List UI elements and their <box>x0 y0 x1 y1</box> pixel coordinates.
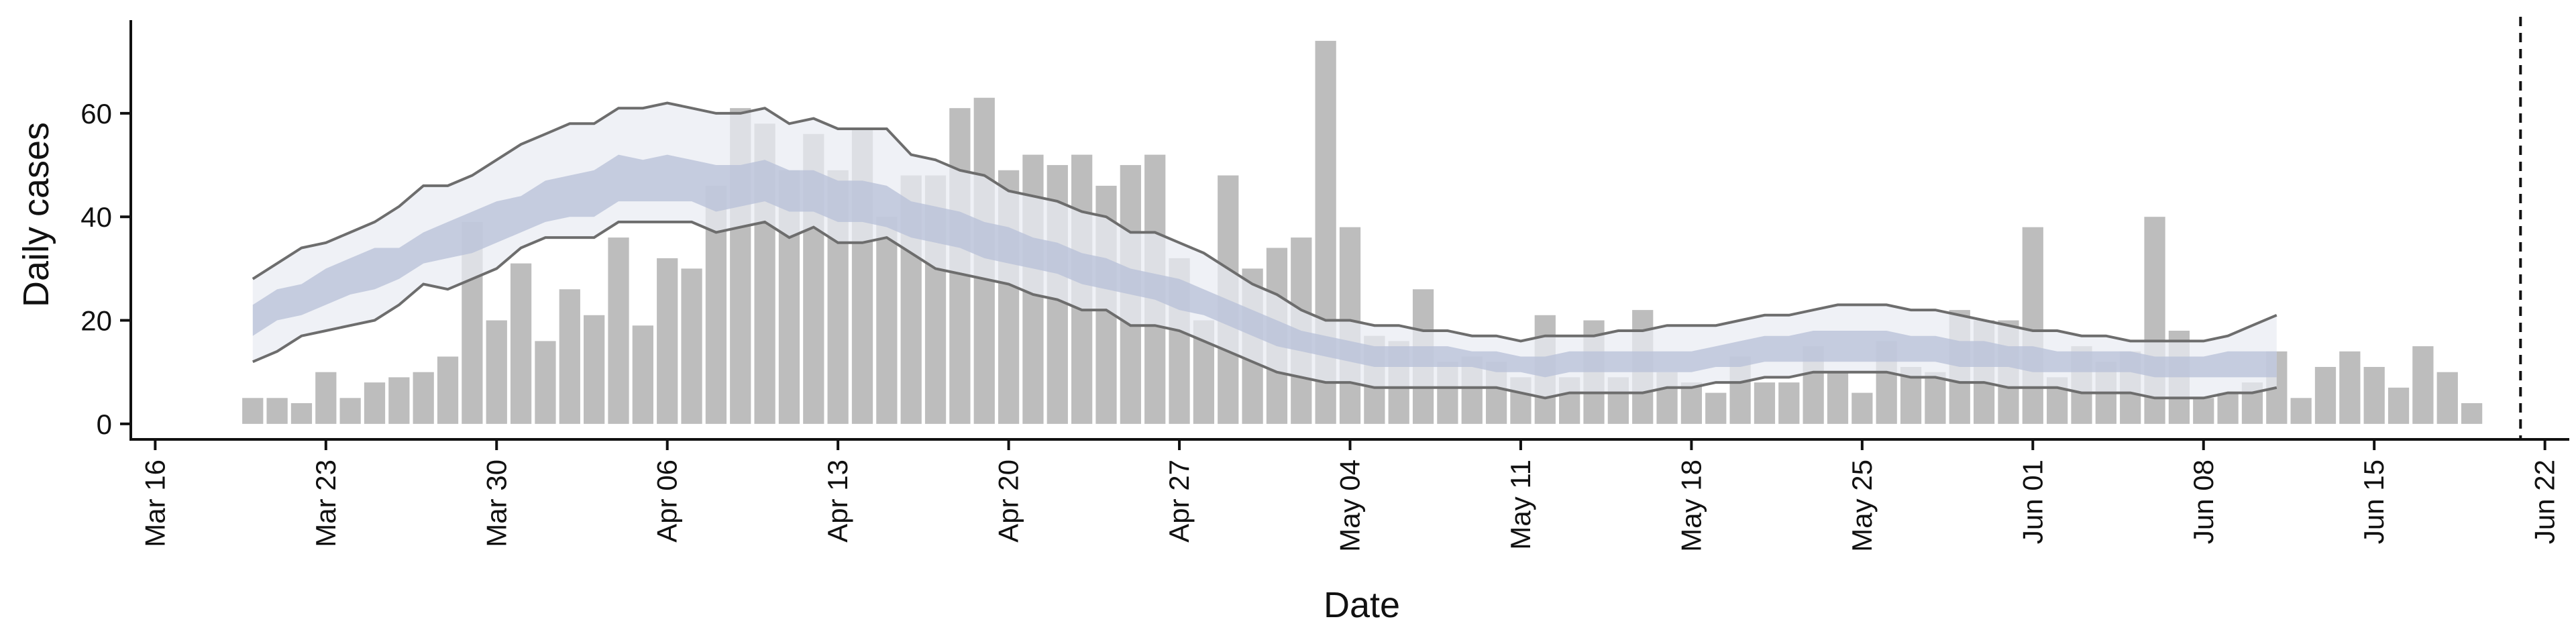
x-tick-label: Jun 15 <box>2358 460 2390 544</box>
bar <box>364 382 386 424</box>
y-tick-label: 40 <box>80 201 112 233</box>
y-tick-label: 60 <box>80 98 112 129</box>
bar <box>1827 372 1849 424</box>
bar <box>339 398 361 424</box>
axes: 0 20 40 60 Mar 16 Mar 23 Mar 30 Apr 06 Apr 13 Apr… <box>80 20 2569 552</box>
x-tick-label: May 18 <box>1675 460 1707 552</box>
bar <box>608 237 629 424</box>
x-tick-label: Mar 16 <box>139 460 170 547</box>
bar <box>290 402 313 424</box>
bar <box>2363 366 2385 424</box>
bar <box>876 217 898 424</box>
y-axis-title: Daily cases <box>16 122 56 307</box>
bar <box>2461 402 2483 424</box>
x-tick-label: Mar 23 <box>310 460 341 547</box>
upper-interval-line <box>252 101 2277 343</box>
bar <box>2314 366 2337 424</box>
bar <box>315 372 337 424</box>
y-tick-label: 0 <box>97 409 112 440</box>
bar <box>510 263 532 424</box>
bar <box>2290 398 2312 424</box>
bar <box>632 325 653 424</box>
bar <box>1754 382 1776 424</box>
x-tick-label: May 25 <box>1846 460 1878 552</box>
bar <box>2217 392 2239 424</box>
x-tick-label: May 04 <box>1334 460 1366 552</box>
lower-interval-line <box>252 220 2277 400</box>
y-tick-label: 20 <box>80 305 112 337</box>
x-tick-label: Jun 22 <box>2529 460 2561 544</box>
bar <box>266 398 288 424</box>
x-tick-label: Jun 01 <box>2017 460 2048 544</box>
bar <box>2412 346 2434 424</box>
bar <box>1851 392 1873 424</box>
x-tick-label: Apr 06 <box>651 460 683 543</box>
bar <box>2387 387 2410 424</box>
bar <box>1925 372 1946 424</box>
bar <box>584 315 605 424</box>
inner-interval-band <box>252 154 2277 378</box>
bar <box>535 341 556 424</box>
x-tick-label: Apr 20 <box>993 460 1024 543</box>
x-tick-label: May 11 <box>1505 460 1536 550</box>
bar <box>1680 382 1703 424</box>
bar <box>2193 398 2214 424</box>
bar <box>2339 351 2361 424</box>
x-axis-title: Date <box>1324 585 1400 625</box>
bar <box>1705 392 1727 424</box>
bar <box>413 372 434 424</box>
bar <box>2436 372 2458 424</box>
bar <box>559 289 580 424</box>
bar <box>1778 382 1800 424</box>
bar <box>242 398 264 424</box>
forecast-bands <box>252 101 2277 400</box>
bar <box>2022 227 2043 424</box>
bar <box>681 268 702 424</box>
bar <box>657 258 678 424</box>
bar <box>388 377 410 424</box>
bar <box>437 356 459 424</box>
bar <box>486 320 507 424</box>
x-tick-label: Apr 13 <box>822 460 853 543</box>
x-tick-label: Jun 08 <box>2188 460 2219 544</box>
x-tick-label: Apr 27 <box>1163 460 1195 543</box>
x-tick-label: Mar 30 <box>480 460 512 547</box>
